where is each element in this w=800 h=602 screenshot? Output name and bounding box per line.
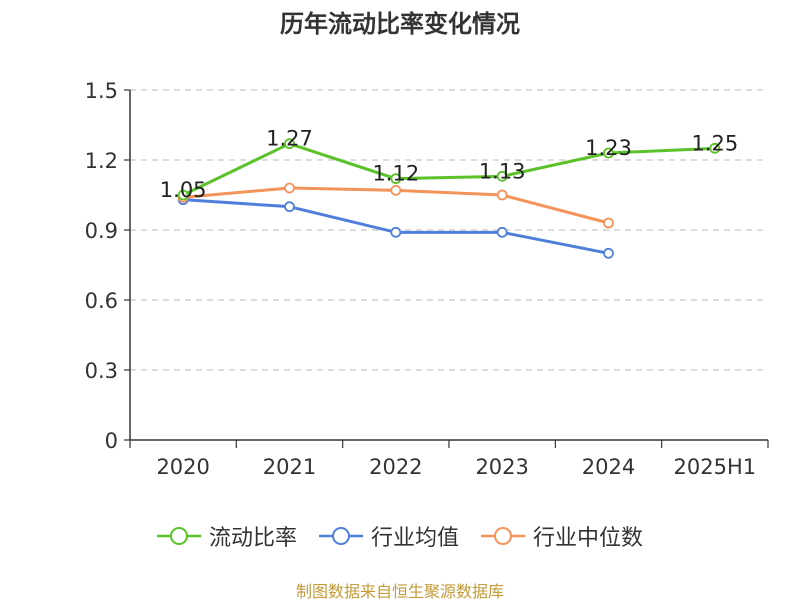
data-label: 1.27 xyxy=(266,127,313,151)
series-line xyxy=(182,142,715,197)
y-tick-label: 0.6 xyxy=(85,289,118,313)
data-label: 1.25 xyxy=(691,131,738,155)
data-label: 1.12 xyxy=(372,162,419,186)
x-tick-label: 2024 xyxy=(582,455,635,479)
data-point xyxy=(390,184,402,196)
data-label: 1.13 xyxy=(479,159,526,183)
legend-line-icon xyxy=(318,527,363,545)
legend-item-industry-mean[interactable]: 行业均值 xyxy=(318,520,459,552)
data-point xyxy=(390,173,402,185)
legend-line-icon xyxy=(156,527,201,545)
data-point xyxy=(603,247,614,259)
data-point xyxy=(603,147,614,159)
y-tick-label: 0 xyxy=(105,429,118,453)
data-point xyxy=(496,226,508,238)
data-point xyxy=(709,142,721,154)
x-tick-label: 2025H1 xyxy=(674,455,757,479)
data-label: 1.23 xyxy=(585,136,632,160)
legend-line-icon xyxy=(481,527,525,545)
x-tick-label: 2023 xyxy=(475,455,528,479)
legend-label: 行业中位数 xyxy=(533,526,644,551)
legend-item-current-ratio[interactable]: 流动比率 xyxy=(156,520,297,552)
data-point xyxy=(284,138,295,150)
legend-label: 行业均值 xyxy=(370,526,459,551)
y-tick-label: 0.3 xyxy=(85,359,118,383)
y-tick-label: 0.9 xyxy=(85,219,118,243)
x-tick-label: 2020 xyxy=(156,455,209,479)
x-tick-label: 2022 xyxy=(369,455,422,479)
y-tick-label: 1.5 xyxy=(85,79,118,103)
chart-title: 历年流动比率变化情况 xyxy=(280,10,520,38)
data-point xyxy=(603,217,614,229)
data-point xyxy=(496,189,508,201)
legend-label: 流动比率 xyxy=(208,526,297,551)
data-point xyxy=(284,201,295,213)
legend-item-industry-median[interactable]: 行业中位数 xyxy=(481,520,643,552)
data-point xyxy=(284,182,295,194)
legend: 流动比率 行业均值 行业中位数 xyxy=(0,520,800,552)
data-point xyxy=(177,189,189,201)
y-tick-label: 1.2 xyxy=(85,149,118,173)
x-tick-label: 2021 xyxy=(263,455,316,479)
data-point xyxy=(390,226,402,238)
data-label: 1.05 xyxy=(160,178,207,202)
data-point xyxy=(496,170,508,182)
source-footer: 制图数据来自恒生聚源数据库 xyxy=(295,582,504,601)
